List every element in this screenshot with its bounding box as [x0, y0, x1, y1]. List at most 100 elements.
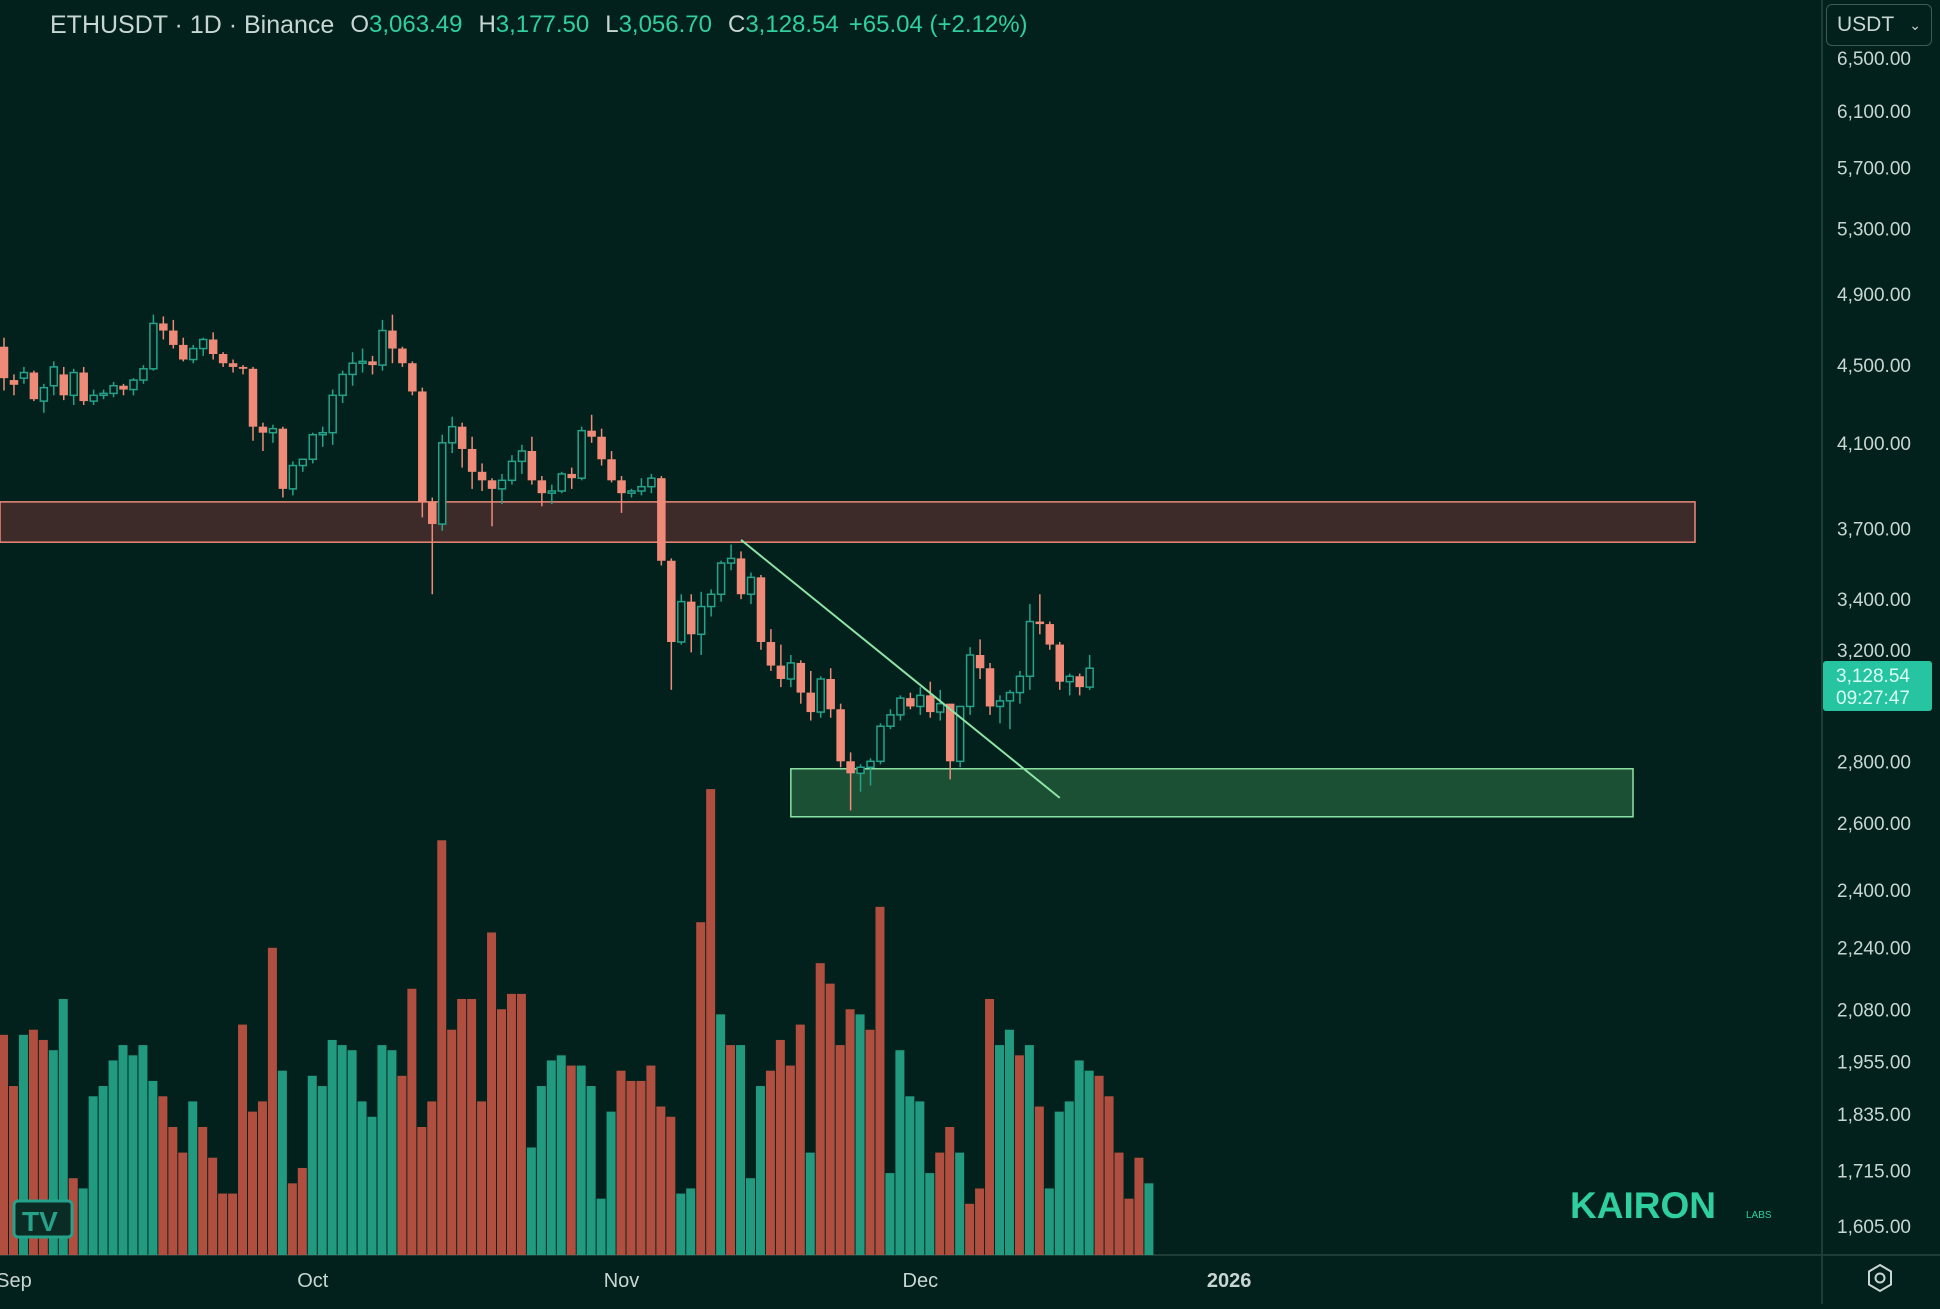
- time-axis[interactable]: Sep Oct Nov Dec 2026: [0, 1270, 1251, 1292]
- volume-bar: [506, 993, 516, 1255]
- price-tick-label: 1,715.00: [1837, 1162, 1911, 1183]
- gear-icon[interactable]: [1864, 1262, 1896, 1294]
- candle: [119, 383, 128, 396]
- candle: [318, 426, 327, 447]
- candle: [985, 662, 995, 715]
- candle-body: [667, 560, 676, 642]
- candle-body: [139, 368, 148, 381]
- candle-body: [995, 700, 1005, 708]
- volume-bar: [287, 1183, 297, 1255]
- volume-bar: [327, 1039, 337, 1255]
- candle-body: [776, 665, 786, 679]
- candle-body: [149, 322, 158, 370]
- candle-body: [19, 371, 29, 379]
- price-axis[interactable]: 6,500.00 6,100.00 5,700.00 5,300.00 4,900.00…: [1837, 49, 1911, 1238]
- candle-body: [129, 379, 138, 391]
- candle-body: [29, 372, 39, 400]
- volume-bar: [576, 1065, 586, 1255]
- low-group: L 3,056.70: [605, 11, 712, 39]
- candle-body: [288, 464, 298, 490]
- volume-bar: [8, 1086, 18, 1255]
- candle-body: [9, 380, 19, 385]
- candle: [378, 319, 387, 371]
- candle: [129, 378, 138, 396]
- candle: [218, 352, 228, 367]
- volume-bar: [1084, 1070, 1094, 1255]
- candle: [497, 473, 507, 505]
- candle-body: [39, 386, 49, 402]
- price-tick-label: 6,500.00: [1837, 49, 1911, 70]
- candle: [637, 478, 646, 496]
- volume-bar: [596, 1198, 606, 1255]
- candle: [995, 695, 1005, 724]
- currency-select[interactable]: USDT ⌄: [1826, 4, 1932, 46]
- currency-value: USDT: [1837, 13, 1895, 36]
- symbol-label[interactable]: ETHUSDT · 1D · Binance: [50, 10, 335, 39]
- volume-bar: [38, 1039, 48, 1255]
- candle: [447, 416, 457, 454]
- candle: [686, 594, 696, 653]
- volume-bar: [1104, 1096, 1114, 1255]
- candle-body: [1065, 675, 1074, 683]
- volume-bar: [915, 1101, 925, 1255]
- candle-body: [726, 557, 736, 564]
- volume-bar: [656, 1106, 666, 1255]
- candle: [935, 689, 945, 721]
- high-label: H: [478, 11, 496, 38]
- candle: [975, 639, 985, 679]
- candle: [99, 389, 108, 400]
- candle: [69, 368, 78, 405]
- candle-body: [447, 425, 457, 444]
- time-tick-label: Sep: [0, 1270, 32, 1292]
- candle: [29, 370, 39, 402]
- candle-body: [876, 725, 885, 763]
- volume-bar: [188, 1101, 198, 1255]
- price-tick-label: 5,700.00: [1837, 159, 1911, 180]
- candle-body: [637, 485, 646, 492]
- price-tick-label: 1,605.00: [1837, 1217, 1911, 1238]
- candle-body: [328, 394, 337, 434]
- candle-body: [826, 678, 835, 710]
- volume-bar: [118, 1045, 128, 1255]
- open-value: 3,063.49: [369, 11, 463, 38]
- volume-bar: [168, 1127, 178, 1255]
- tradingview-logo[interactable]: TV: [12, 1199, 74, 1239]
- candle-body: [677, 600, 686, 643]
- volume-bar: [746, 1178, 755, 1255]
- candle-body: [258, 426, 268, 433]
- volume-bar: [198, 1127, 208, 1255]
- volume-bar: [1024, 1045, 1034, 1255]
- close-value: 3,128.54: [745, 11, 839, 38]
- candle: [9, 374, 19, 396]
- volume-bar: [895, 1050, 905, 1255]
- candle: [149, 314, 158, 371]
- candle: [208, 332, 218, 360]
- volume-bar: [337, 1045, 347, 1255]
- volume-bar: [487, 932, 497, 1255]
- candle-body: [188, 347, 198, 361]
- candle: [926, 681, 935, 718]
- volume-bar: [28, 1029, 38, 1255]
- candle: [338, 370, 347, 404]
- trendline-layer[interactable]: [740, 539, 1061, 799]
- candle: [507, 455, 517, 485]
- candle: [139, 365, 148, 384]
- candle: [358, 348, 367, 373]
- candle: [537, 476, 547, 507]
- candle: [1015, 670, 1025, 704]
- volume-bar: [477, 1101, 487, 1255]
- candle: [328, 389, 337, 445]
- candle: [467, 436, 477, 489]
- volume-bar: [0, 1034, 8, 1255]
- candle: [39, 383, 49, 413]
- volume-bar: [985, 999, 995, 1255]
- volume-bar: [307, 1075, 317, 1255]
- volume-bar: [218, 1193, 228, 1255]
- candle-body: [308, 433, 318, 461]
- price-tick-label: 5,300.00: [1837, 219, 1911, 240]
- volume-bar: [257, 1101, 267, 1255]
- candle-body: [696, 605, 706, 636]
- candle: [398, 346, 407, 367]
